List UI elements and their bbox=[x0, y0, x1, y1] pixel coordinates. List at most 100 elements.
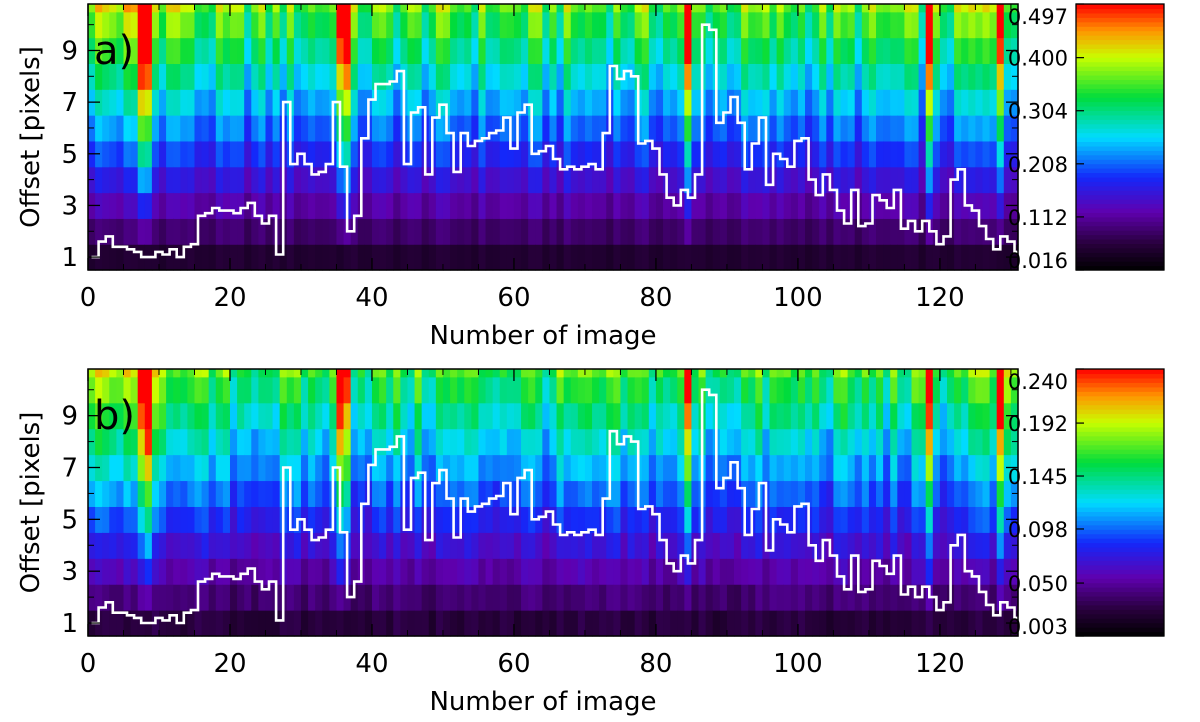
heatmap-cell bbox=[506, 192, 515, 219]
heatmap-cell bbox=[244, 37, 252, 64]
heatmap-cell bbox=[698, 584, 707, 611]
heatmap-cell bbox=[996, 4, 1005, 13]
heatmap-cell bbox=[130, 376, 139, 404]
heatmap-cell bbox=[890, 532, 898, 559]
heatmap-cell bbox=[741, 584, 749, 611]
heatmap-cell bbox=[166, 506, 174, 533]
heatmap-cell bbox=[677, 454, 685, 482]
heatmap-cell bbox=[592, 140, 600, 168]
heatmap-cell bbox=[570, 11, 579, 39]
heatmap-cell bbox=[123, 63, 132, 90]
heatmap-cell bbox=[705, 454, 714, 482]
heatmap-cell bbox=[556, 192, 565, 219]
colorbar-swatch bbox=[1076, 230, 1164, 236]
heatmap-cell bbox=[201, 558, 210, 585]
heatmap-cell bbox=[769, 63, 778, 90]
heatmap-cell bbox=[847, 369, 856, 378]
heatmap-cell bbox=[627, 558, 636, 585]
heatmap-cell bbox=[386, 166, 394, 194]
heatmap-cell bbox=[819, 584, 827, 611]
heatmap-cell bbox=[790, 369, 799, 378]
heatmap-cell bbox=[400, 37, 409, 64]
heatmap-cell bbox=[187, 369, 196, 378]
heatmap-cell bbox=[371, 4, 380, 13]
colorbar-swatch bbox=[1076, 462, 1164, 468]
heatmap-cell bbox=[521, 166, 529, 194]
heatmap-cell bbox=[592, 11, 600, 39]
heatmap-cell bbox=[308, 558, 316, 585]
heatmap-cell bbox=[450, 369, 458, 378]
heatmap-cell bbox=[868, 244, 877, 271]
heatmap-cell bbox=[180, 428, 188, 456]
heatmap-cell bbox=[890, 218, 898, 245]
heatmap-cell bbox=[521, 532, 529, 559]
heatmap-cell bbox=[95, 63, 103, 90]
heatmap-cell bbox=[492, 4, 501, 13]
heatmap-cell bbox=[102, 11, 110, 39]
heatmap-cell bbox=[343, 115, 352, 142]
heatmap-cell bbox=[535, 558, 543, 585]
heatmap-cell bbox=[861, 584, 870, 611]
heatmap-cell bbox=[968, 376, 977, 404]
heatmap-cell bbox=[570, 480, 579, 507]
heatmap-cell bbox=[222, 218, 231, 245]
heatmap-cell bbox=[535, 584, 543, 611]
colorbar-swatch bbox=[1076, 466, 1164, 472]
heatmap-cell bbox=[918, 369, 927, 378]
heatmap-cell bbox=[151, 480, 160, 507]
heatmap-cell bbox=[549, 584, 558, 611]
heatmap-cell bbox=[854, 166, 863, 194]
heatmap-cell bbox=[95, 428, 103, 456]
heatmap-cell bbox=[350, 376, 359, 404]
heatmap-cell bbox=[293, 610, 302, 637]
heatmap-cell bbox=[819, 140, 827, 168]
heatmap-cell bbox=[1003, 63, 1012, 90]
heatmap-cell bbox=[968, 584, 977, 611]
heatmap-cell bbox=[741, 532, 749, 559]
heatmap-cell bbox=[371, 218, 380, 245]
heatmap-cell bbox=[705, 115, 714, 142]
heatmap-cell bbox=[535, 89, 543, 116]
heatmap-cell bbox=[876, 376, 884, 404]
heatmap-cell bbox=[457, 480, 465, 507]
heatmap-cell bbox=[215, 454, 224, 482]
colorbar-tick-label: 0.016 bbox=[1008, 249, 1068, 273]
heatmap-cell bbox=[954, 218, 962, 245]
heatmap-cell bbox=[961, 63, 969, 90]
heatmap-cell bbox=[215, 369, 224, 378]
heatmap-cell bbox=[620, 584, 629, 611]
heatmap-cell bbox=[102, 369, 110, 378]
heatmap-cell bbox=[854, 244, 863, 271]
heatmap-cell bbox=[627, 140, 636, 168]
heatmap-cell bbox=[592, 506, 600, 533]
heatmap-cell bbox=[158, 376, 167, 404]
heatmap-cell bbox=[691, 11, 700, 39]
heatmap-cell bbox=[542, 558, 551, 585]
heatmap-cell bbox=[904, 11, 913, 39]
heatmap-cell bbox=[350, 11, 359, 39]
heatmap-cell bbox=[620, 11, 629, 39]
heatmap-cell bbox=[954, 115, 962, 142]
heatmap-cell bbox=[513, 584, 522, 611]
heatmap-cell bbox=[414, 244, 423, 271]
heatmap-cell bbox=[734, 63, 742, 90]
heatmap-cell bbox=[251, 37, 259, 64]
heatmap-cell bbox=[166, 428, 174, 456]
heatmap-cell bbox=[457, 218, 465, 245]
heatmap-cell bbox=[322, 192, 330, 219]
heatmap-cell bbox=[641, 402, 650, 430]
heatmap-cell bbox=[364, 244, 373, 271]
heatmap-cell bbox=[783, 115, 792, 142]
heatmap-cell bbox=[407, 369, 416, 378]
heatmap-cell bbox=[428, 558, 437, 585]
colorbar-swatch bbox=[1076, 627, 1164, 633]
heatmap-cell bbox=[947, 11, 955, 39]
heatmap-cell bbox=[847, 11, 856, 39]
heatmap-cell bbox=[719, 166, 728, 194]
heatmap-cell bbox=[563, 376, 572, 404]
heatmap-cell bbox=[457, 37, 465, 64]
heatmap-cell bbox=[187, 63, 196, 90]
heatmap-cell bbox=[769, 454, 778, 482]
heatmap-cell bbox=[513, 166, 522, 194]
heatmap-cell bbox=[911, 376, 920, 404]
